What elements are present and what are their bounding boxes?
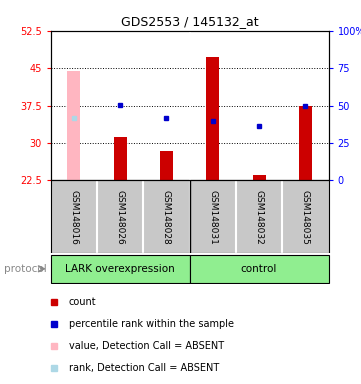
- Text: GSM148031: GSM148031: [208, 190, 217, 244]
- FancyBboxPatch shape: [51, 255, 190, 283]
- Text: GSM148016: GSM148016: [69, 190, 78, 244]
- Text: GSM148032: GSM148032: [255, 190, 264, 244]
- Text: control: control: [241, 264, 277, 274]
- Text: LARK overexpression: LARK overexpression: [65, 264, 175, 274]
- Bar: [67, 71, 80, 180]
- Bar: [253, 175, 265, 180]
- Text: rank, Detection Call = ABSENT: rank, Detection Call = ABSENT: [69, 363, 219, 373]
- Text: count: count: [69, 297, 96, 307]
- Text: GSM148028: GSM148028: [162, 190, 171, 244]
- Bar: [299, 106, 312, 180]
- Bar: [206, 57, 219, 180]
- Text: GSM148035: GSM148035: [301, 190, 310, 244]
- Text: percentile rank within the sample: percentile rank within the sample: [69, 319, 234, 329]
- Text: GSM148026: GSM148026: [116, 190, 125, 244]
- Title: GDS2553 / 145132_at: GDS2553 / 145132_at: [121, 15, 258, 28]
- FancyBboxPatch shape: [190, 255, 329, 283]
- Text: protocol: protocol: [4, 264, 46, 274]
- Text: value, Detection Call = ABSENT: value, Detection Call = ABSENT: [69, 341, 224, 351]
- Bar: [114, 137, 126, 180]
- Bar: [160, 151, 173, 180]
